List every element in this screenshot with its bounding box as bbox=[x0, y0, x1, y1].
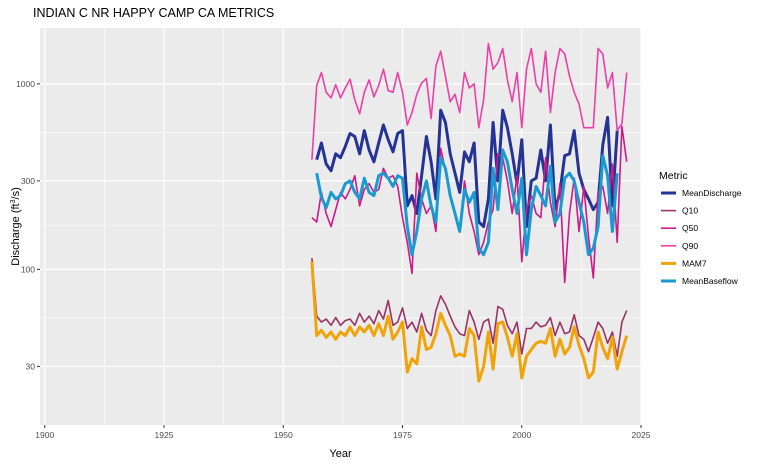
x-tick-label: 1925 bbox=[155, 430, 174, 440]
series-line-meanbaseflow bbox=[315, 148, 619, 257]
x-axis: 1900 1925 1950 1975 2000 2025 bbox=[35, 425, 651, 440]
legend-label-mam7: MAM7 bbox=[682, 258, 707, 268]
y-tick-label: 300 bbox=[21, 176, 35, 186]
series-line-q10 bbox=[311, 258, 628, 358]
legend: Metric MeanDischarge Q10 Q50 Q90 MAM7 MeanBas… bbox=[659, 170, 742, 286]
x-axis-title: Year bbox=[329, 448, 352, 460]
series-line-mam7 bbox=[310, 261, 629, 383]
legend-label-meanbaseflow: MeanBaseflow bbox=[682, 276, 739, 286]
x-tick-label: 1900 bbox=[35, 430, 54, 440]
legend-label-meandischarge: MeanDischarge bbox=[682, 188, 742, 198]
y-tick-label: 1000 bbox=[16, 79, 35, 89]
legend-label-q10: Q10 bbox=[682, 206, 698, 216]
y-axis-title-main: Discharge (ft bbox=[10, 203, 22, 265]
plot-panel bbox=[40, 28, 641, 425]
series-layer bbox=[310, 42, 629, 383]
x-tick-label: 2000 bbox=[512, 430, 531, 440]
legend-title: Metric bbox=[659, 170, 688, 182]
chart-title: INDIAN C NR HAPPY CAMP CA METRICS bbox=[33, 6, 274, 20]
series-line-meandischarge bbox=[315, 108, 619, 229]
series-line-q90 bbox=[311, 42, 628, 160]
grid-major bbox=[40, 28, 642, 425]
legend-label-q90: Q90 bbox=[682, 241, 698, 251]
y-axis-title-superscript: 3 bbox=[10, 199, 17, 203]
x-tick-label: 2025 bbox=[632, 430, 651, 440]
y-tick-label: 100 bbox=[21, 264, 35, 274]
x-tick-label: 1950 bbox=[274, 430, 293, 440]
y-axis-title-end: /s) bbox=[10, 187, 22, 199]
y-axis-title: Discharge (ft3/s) bbox=[10, 187, 22, 266]
x-tick-label: 1975 bbox=[393, 430, 412, 440]
y-tick-label: 30 bbox=[26, 361, 36, 371]
legend-label-q50: Q50 bbox=[682, 223, 698, 233]
legend-items: MeanDischarge Q10 Q50 Q90 MAM7 MeanBaseflow bbox=[661, 188, 742, 286]
y-axis: 30 100 300 1000 bbox=[16, 79, 40, 371]
